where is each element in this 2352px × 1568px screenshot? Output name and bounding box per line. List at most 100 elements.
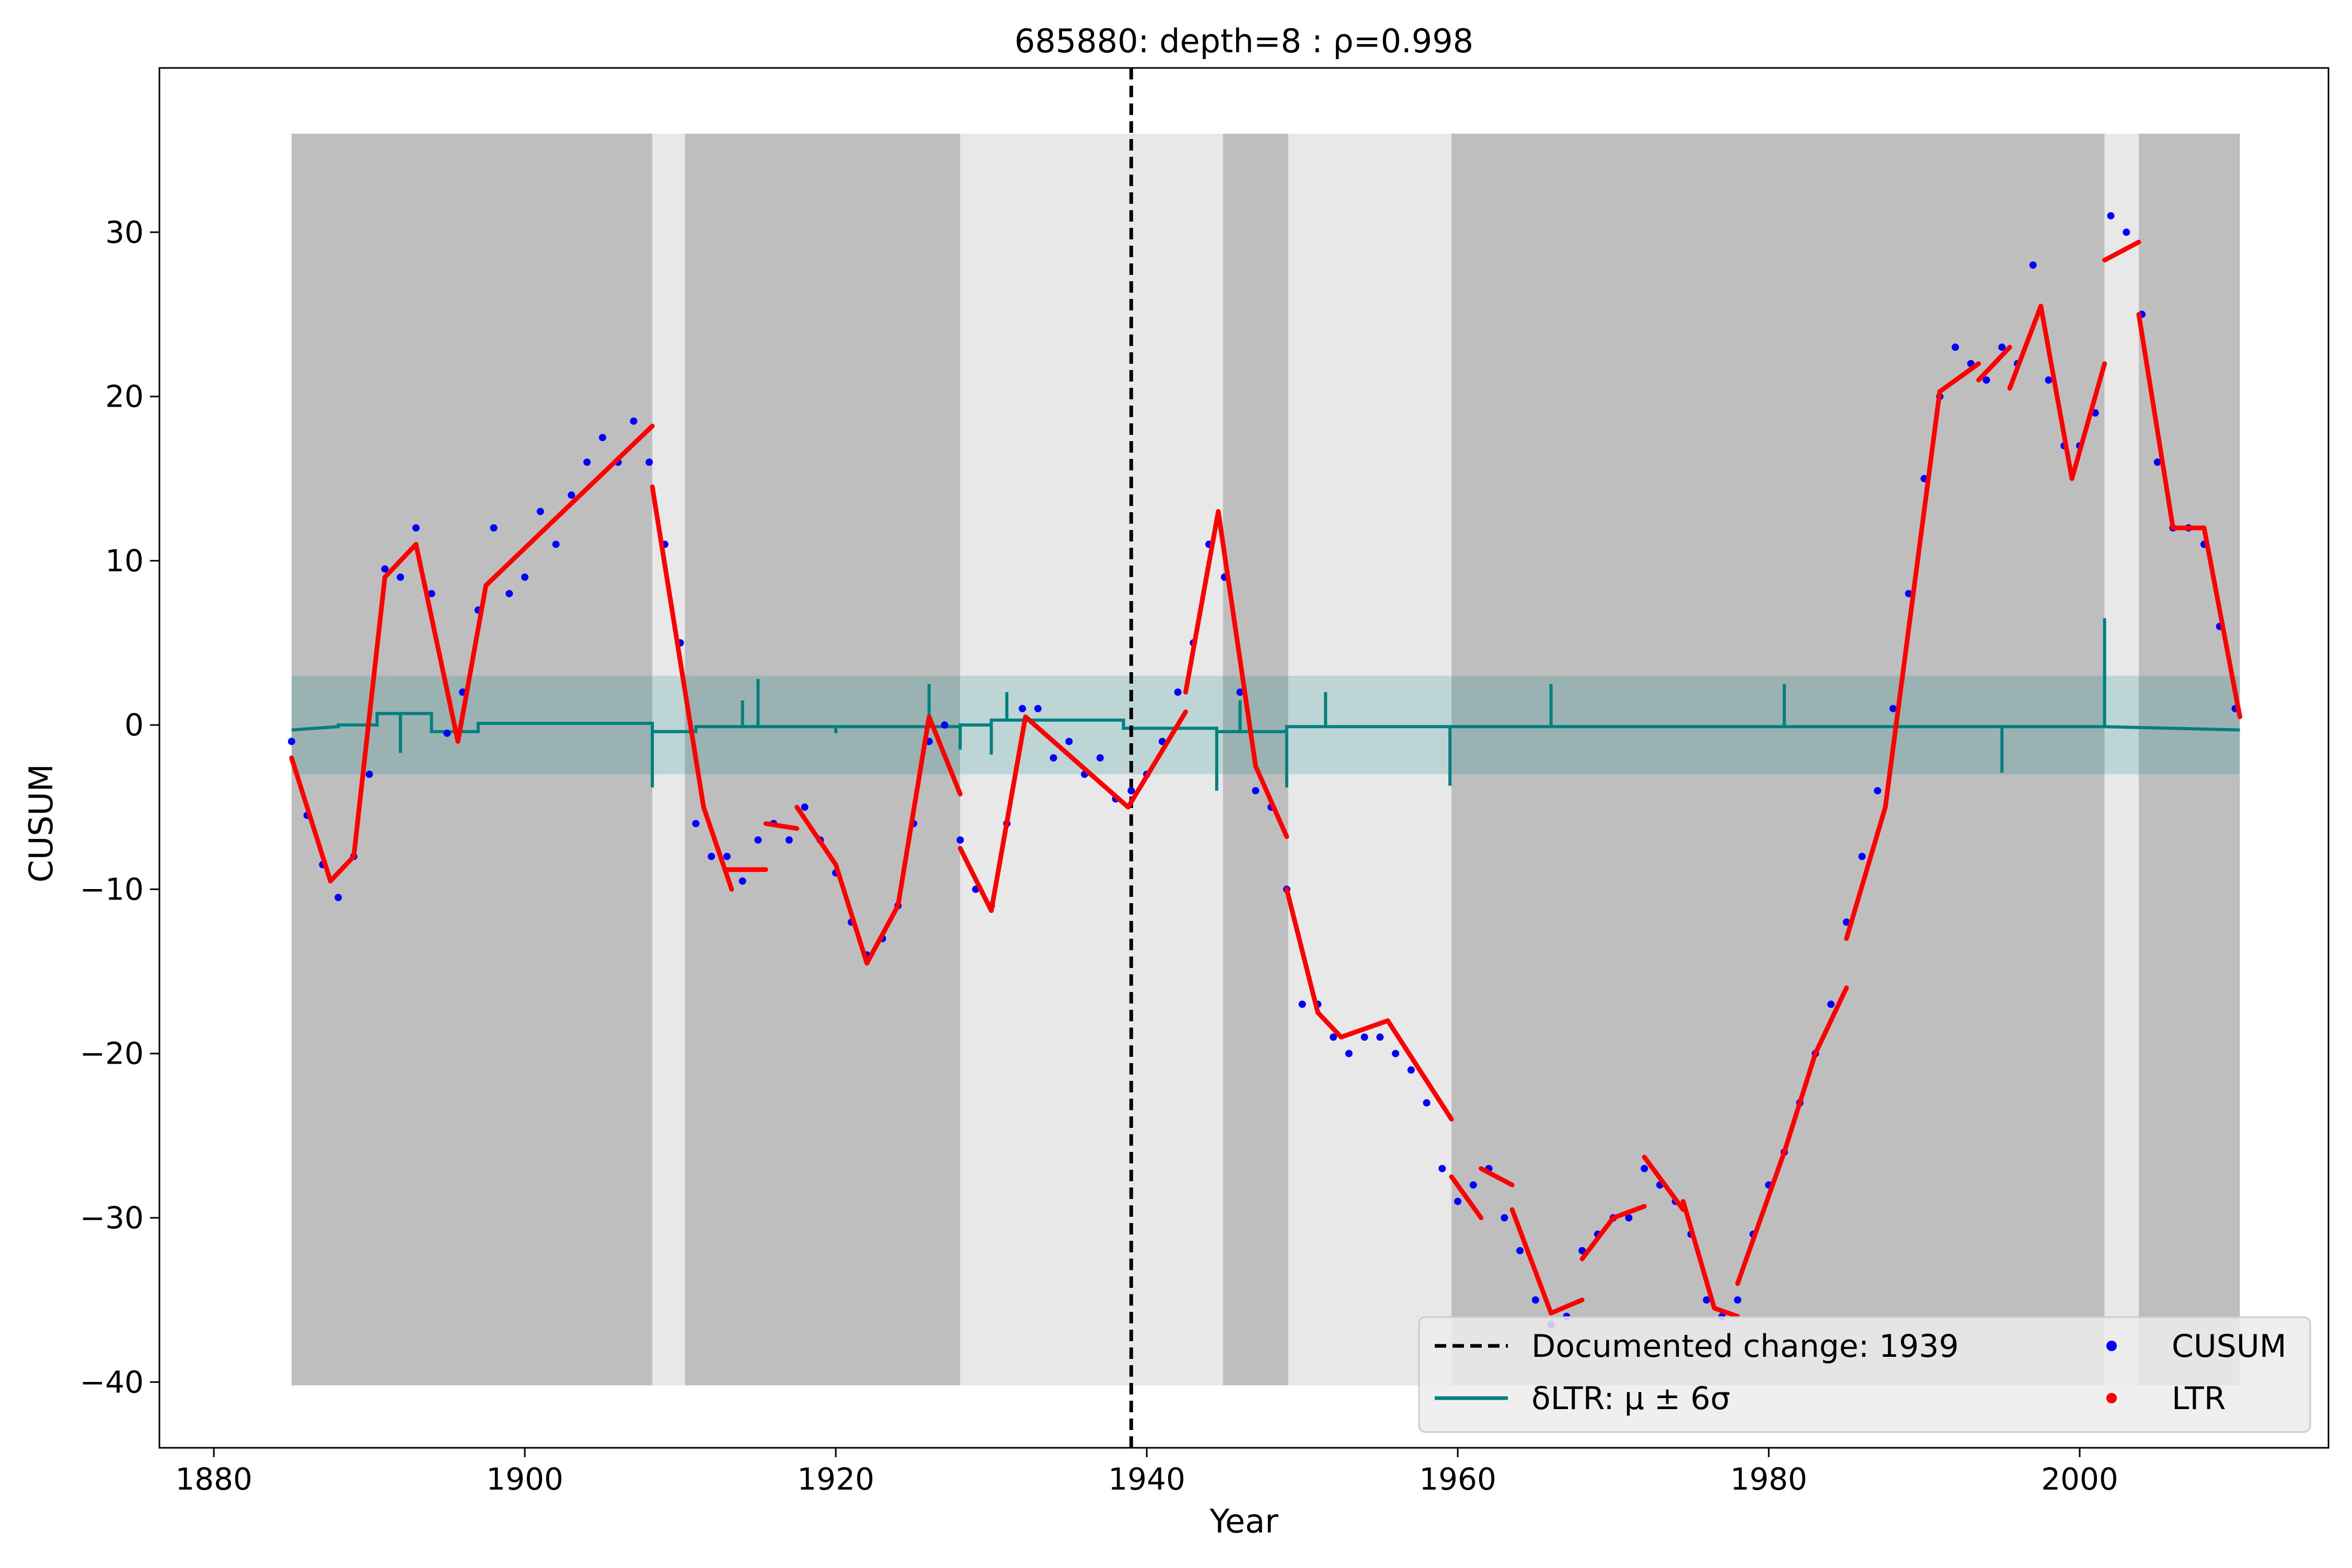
cusum-point-57: [1174, 688, 1182, 696]
cusum-point-13: [490, 524, 498, 532]
ltr-segment-46: [2102, 239, 2141, 263]
cusum-point-18: [568, 491, 575, 499]
legend-documented-label: Documented change: 1939: [1531, 1328, 1959, 1365]
cusum-point-80: [1531, 1296, 1539, 1304]
cusum-point-28: [723, 852, 731, 860]
cusum-point-3: [335, 894, 342, 902]
ltr-segment-16: [958, 846, 994, 913]
ltr-segment-1: [328, 854, 356, 884]
cusum-point-110: [1998, 343, 2006, 351]
shaded-region-0: [291, 133, 653, 1386]
tolerance-band-rect: [291, 675, 2240, 775]
plot-frame: [158, 67, 2330, 1449]
ltr-segment-4: [413, 541, 460, 744]
cusum-point-71: [1392, 1050, 1400, 1057]
cusum-point-48: [1034, 705, 1042, 712]
cusum-point-104: [1905, 590, 1912, 597]
y-tick-label--40: −40: [80, 1364, 144, 1400]
ltr-series: [289, 239, 2242, 1319]
ltr-segment-22: [1253, 764, 1289, 839]
cusum-point-62: [1252, 787, 1260, 794]
tolerance-band: [291, 675, 2240, 775]
ltr-segment-25: [1339, 1018, 1390, 1040]
shaded-region-6: [1451, 133, 2105, 1386]
cusum-point-29: [739, 877, 746, 885]
cusum-point-23: [645, 458, 653, 466]
ltr-segment-32: [1611, 1204, 1647, 1220]
delta-ltr-series: [291, 618, 2240, 791]
ltr-segment-11: [794, 804, 838, 867]
shaded-region-2: [685, 133, 961, 1386]
cusum-point-87: [1641, 1165, 1648, 1172]
cusum-point-15: [521, 573, 529, 581]
ltr-segment-20: [1183, 509, 1221, 695]
ltr-segment-2: [351, 574, 387, 859]
legend-ltr-swatch: [2106, 1393, 2117, 1403]
cusum-point-112: [2029, 261, 2037, 269]
y-axis: −40 −30 −20 −10 0 10 20 30: [80, 214, 159, 1400]
cusum-point-47: [1019, 705, 1027, 712]
ltr-segment-34: [1680, 1199, 1717, 1311]
ltr-segment-47: [2136, 312, 2176, 531]
cusum-point-103: [1889, 705, 1897, 712]
cusum-point-9: [428, 590, 435, 597]
cusum-point-73: [1423, 1099, 1431, 1106]
ltr-segment-15: [927, 714, 963, 797]
cusum-point-72: [1407, 1066, 1415, 1074]
cusum-point-49: [1050, 754, 1057, 762]
ltr-segment-26: [1385, 1018, 1454, 1122]
x-tick-label-1940: 1940: [1108, 1461, 1185, 1497]
ltr-segment-24: [1315, 1010, 1344, 1040]
cusum-point-30: [754, 836, 762, 844]
ltr-segment-36: [1735, 1149, 1787, 1286]
cusum-point-102: [1874, 787, 1882, 794]
cusum-point-78: [1501, 1214, 1508, 1221]
x-tick-label-1880: 1880: [175, 1461, 252, 1497]
cusum-point-33: [801, 803, 809, 811]
cusum-point-91: [1703, 1296, 1711, 1304]
x-tick-label-1920: 1920: [797, 1461, 874, 1497]
ltr-segment-49: [2201, 525, 2242, 719]
ltr-segment-43: [2007, 304, 2044, 391]
ltr-segment-37: [1782, 1051, 1818, 1155]
legend-box: [1418, 1316, 2311, 1433]
legend-cusum-label: CUSUM: [2172, 1328, 2287, 1365]
cusum-point-109: [1982, 376, 1990, 384]
x-axis-title: Year: [1209, 1502, 1278, 1540]
cusum-point-42: [941, 721, 949, 729]
y-axis-title: CUSUM: [22, 764, 60, 883]
cusum-point-22: [630, 417, 638, 425]
cusum-point-54: [1127, 787, 1135, 794]
ltr-segment-23: [1284, 886, 1320, 1015]
x-tick-label-1960: 1960: [1419, 1461, 1496, 1497]
ltr-segment-12: [833, 862, 870, 966]
ltr-segment-5: [455, 583, 489, 744]
shaded-region-8: [2139, 133, 2240, 1386]
shaded-region-5: [1288, 133, 1452, 1386]
cusum-point-113: [2045, 376, 2053, 384]
cusum-point-107: [1952, 343, 1959, 351]
legend-cusum-swatch: [2106, 1341, 2117, 1351]
x-tick-label-1980: 1980: [1730, 1461, 1807, 1497]
ltr-segment-19: [1125, 709, 1188, 810]
chart-title: 685880: depth=8 : ρ=0.998: [1014, 22, 1473, 60]
ltr-segment-8: [701, 804, 734, 892]
cusum-point-83: [1578, 1247, 1586, 1254]
cusum-point-99: [1827, 1000, 1835, 1008]
cusum-point-86: [1625, 1214, 1633, 1221]
cusum-point-118: [2123, 228, 2130, 236]
cusum-point-7: [397, 573, 405, 581]
y-tick-label-0: 0: [124, 707, 144, 743]
legend-band-label: δLTR: μ ± 6σ: [1531, 1380, 1730, 1417]
cusum-point-26: [692, 820, 700, 827]
cusum-point-117: [2107, 212, 2115, 220]
ltr-segment-21: [1216, 509, 1258, 769]
cusum-point-100: [1842, 918, 1850, 926]
x-tick-label-1900: 1900: [486, 1461, 563, 1497]
cusum-point-0: [287, 737, 295, 745]
ltr-segment-31: [1579, 1215, 1616, 1262]
cusum-point-19: [583, 458, 591, 466]
cusum-point-75: [1454, 1197, 1462, 1205]
cusum-point-69: [1361, 1033, 1368, 1041]
cusum-point-93: [1734, 1296, 1742, 1304]
